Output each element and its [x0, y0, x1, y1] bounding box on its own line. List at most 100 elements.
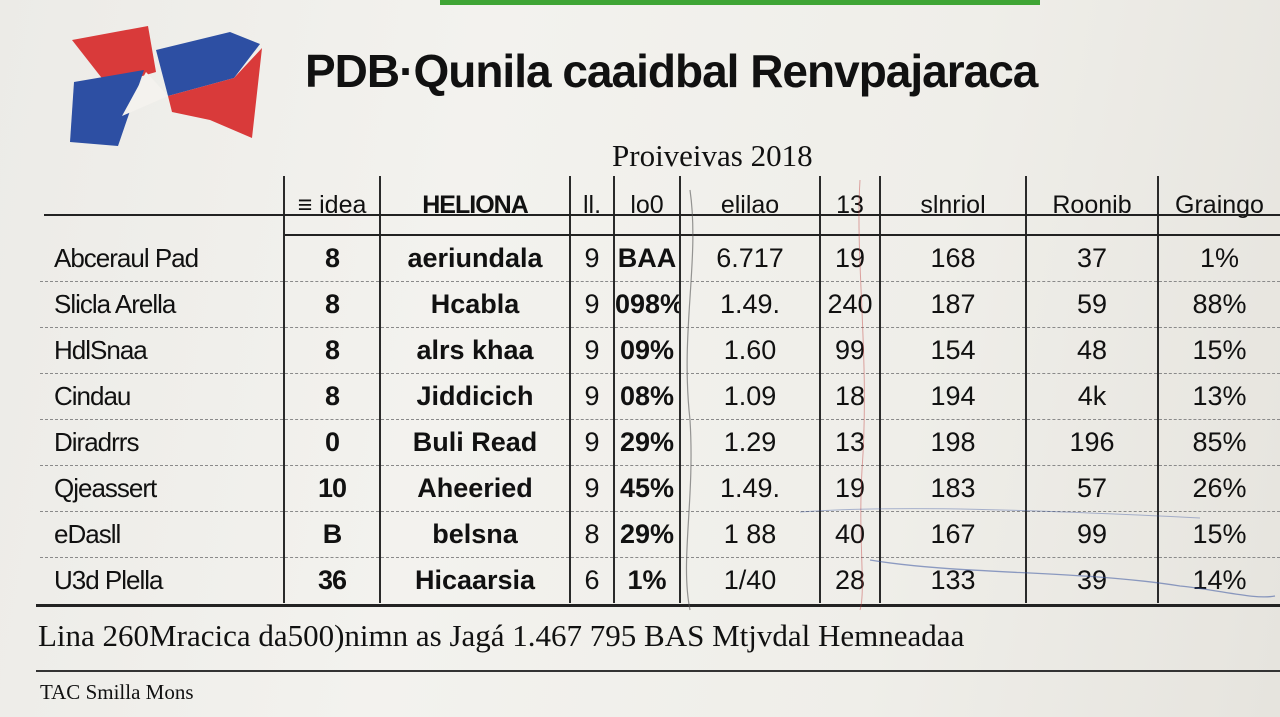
table-cell: 183 — [880, 465, 1027, 512]
table-row: U3d Plella 36 Hicaarsia 6 1% 1/40 28 133 39 14% — [40, 557, 1280, 603]
table-cell: 48 — [1026, 327, 1159, 374]
table-cell: aeriundala — [380, 235, 571, 282]
table-cell: 8 — [570, 511, 615, 558]
table-cell: 59 — [1026, 281, 1159, 328]
column-header: HELIONA — [380, 176, 571, 236]
table-cell: 240 — [820, 281, 881, 328]
column-header: lo0 — [614, 176, 681, 236]
team-name-cell: eDasll — [40, 511, 285, 558]
table-cell: Jiddicich — [380, 373, 571, 420]
table-cell: 1.09 — [680, 373, 821, 420]
table-cell: 1% — [614, 557, 681, 603]
column-header: Graingo — [1158, 176, 1280, 236]
table-cell: 99 — [820, 327, 881, 374]
table-row: Cindau 8 Jiddicich 9 08% 1.09 18 194 4k 13% — [40, 373, 1280, 420]
table-cell: 1.60 — [680, 327, 821, 374]
table-cell: 0 — [284, 419, 381, 466]
table-row: HdlSnaa 8 alrs khaa 9 09% 1.60 99 154 48 15% — [40, 327, 1280, 374]
table-cell: 1.29 — [680, 419, 821, 466]
table-cell: 1.49. — [680, 281, 821, 328]
table-cell: 14% — [1192, 565, 1247, 595]
table-cell: 1/40 — [680, 557, 821, 603]
table-cell: BAA — [614, 235, 681, 282]
table-cell: 57 — [1026, 465, 1159, 512]
table-cell: 29% — [614, 511, 681, 558]
table-cell: 08% — [614, 373, 681, 420]
table-cell: 37 — [1026, 235, 1159, 282]
table-cell: 8 — [284, 235, 381, 282]
table-cell: 196 — [1026, 419, 1159, 466]
table-cell: 19 — [820, 465, 881, 512]
table-cell: 4k — [1026, 373, 1159, 420]
table-cell: 9 — [570, 373, 615, 420]
table-cell: 8 — [284, 373, 381, 420]
footer-text: Lina 260Mracica da500)nimn as Jagá 1.467… — [38, 618, 965, 653]
column-header: slnriol — [880, 176, 1027, 236]
table-cell: 9 — [570, 281, 615, 328]
table-cell: Hcabla — [380, 281, 571, 328]
table-cell: 19 — [820, 235, 881, 282]
table-cell: 99 — [1026, 511, 1159, 558]
team-name-cell: Diradrrs — [40, 419, 285, 466]
table-cell: 15% — [1158, 511, 1280, 558]
table-cell: 36 — [284, 557, 381, 603]
table-cell: 40 — [820, 511, 881, 558]
table-cell: 15% — [1158, 327, 1280, 374]
standings-table-wrap: ≡ idea HELIONA ll. lo0 elilao 13 slnriol… — [40, 176, 1280, 606]
flag-logo-icon — [70, 26, 262, 146]
column-header: 13 — [820, 176, 881, 236]
team-name-cell: Qjeassert — [40, 465, 285, 512]
footer-rule — [36, 670, 1280, 672]
table-cell: 39 — [1026, 557, 1159, 603]
table-cell: 13% — [1158, 373, 1280, 420]
table-row: Diradrrs 0 Buli Read 9 29% 1.29 13 198 196 85% — [40, 419, 1280, 466]
team-name-cell: HdlSnaa — [40, 327, 285, 374]
table-cell: 9 — [570, 327, 615, 374]
table-cell: 29% — [614, 419, 681, 466]
column-header: ≡ idea — [284, 176, 381, 236]
table-cell: Hicaarsia — [380, 557, 571, 603]
table-header-row: ≡ idea HELIONA ll. lo0 elilao 13 slnriol… — [40, 176, 1280, 236]
table-cell: B — [284, 511, 381, 558]
table-cell: 167 — [880, 511, 1027, 558]
table-cell: 6 — [570, 557, 615, 603]
table-cell: 098% — [614, 281, 681, 328]
table-cell: 18 — [820, 373, 881, 420]
table-cell: 88% — [1158, 281, 1280, 328]
table-cell: 198 — [880, 419, 1027, 466]
table-cell: 9 — [570, 465, 615, 512]
table-row: Slicla Arella 8 Hcabla 9 098% 1.49. 240 187 59 88… — [40, 281, 1280, 328]
table-cell: 9 — [570, 419, 615, 466]
table-cell: 10 — [284, 465, 381, 512]
table-cell: 09% — [614, 327, 681, 374]
team-name-cell: U3d Plella — [40, 557, 285, 603]
table-cell: 26% — [1158, 465, 1280, 512]
team-name-cell: Cindau — [40, 373, 285, 420]
table-bottom-rule — [36, 604, 1280, 607]
table-cell: 154 — [880, 327, 1027, 374]
table-cell: 1.49. — [680, 465, 821, 512]
page-subtitle: Proiveivas 2018 — [612, 138, 813, 173]
table-cell: 6.717 — [680, 235, 821, 282]
table-cell: Aheeried — [380, 465, 571, 512]
table-cell: 85% — [1158, 419, 1280, 466]
table-row: Qjeassert 10 Aheeried 9 45% 1.49. 19 183 57 26% — [40, 465, 1280, 512]
table-cell: alrs khaa — [380, 327, 571, 374]
top-green-bar — [440, 0, 1040, 5]
table-row: Abceraul Pad 8 aeriundala 9 BAA 6.717 19 168 37 1… — [40, 235, 1280, 282]
team-name-cell: Slicla Arella — [40, 281, 285, 328]
table-cell: 194 — [880, 373, 1027, 420]
table-cell: 45% — [614, 465, 681, 512]
table-cell: 8 — [284, 327, 381, 374]
table-cell: belsna — [380, 511, 571, 558]
source-note: TAC Smilla Mons — [40, 680, 194, 704]
column-header: ll. — [570, 176, 615, 236]
table-cell: 168 — [880, 235, 1027, 282]
table-cell: 1% — [1158, 235, 1280, 282]
column-header: Roonib — [1026, 176, 1159, 236]
table-cell: Buli Read — [380, 419, 571, 466]
table-cell: 187 — [880, 281, 1027, 328]
table-cell: 8 — [284, 281, 381, 328]
page-title: PDB·Qunila caaidbal Renvpajaraca — [305, 45, 1038, 97]
